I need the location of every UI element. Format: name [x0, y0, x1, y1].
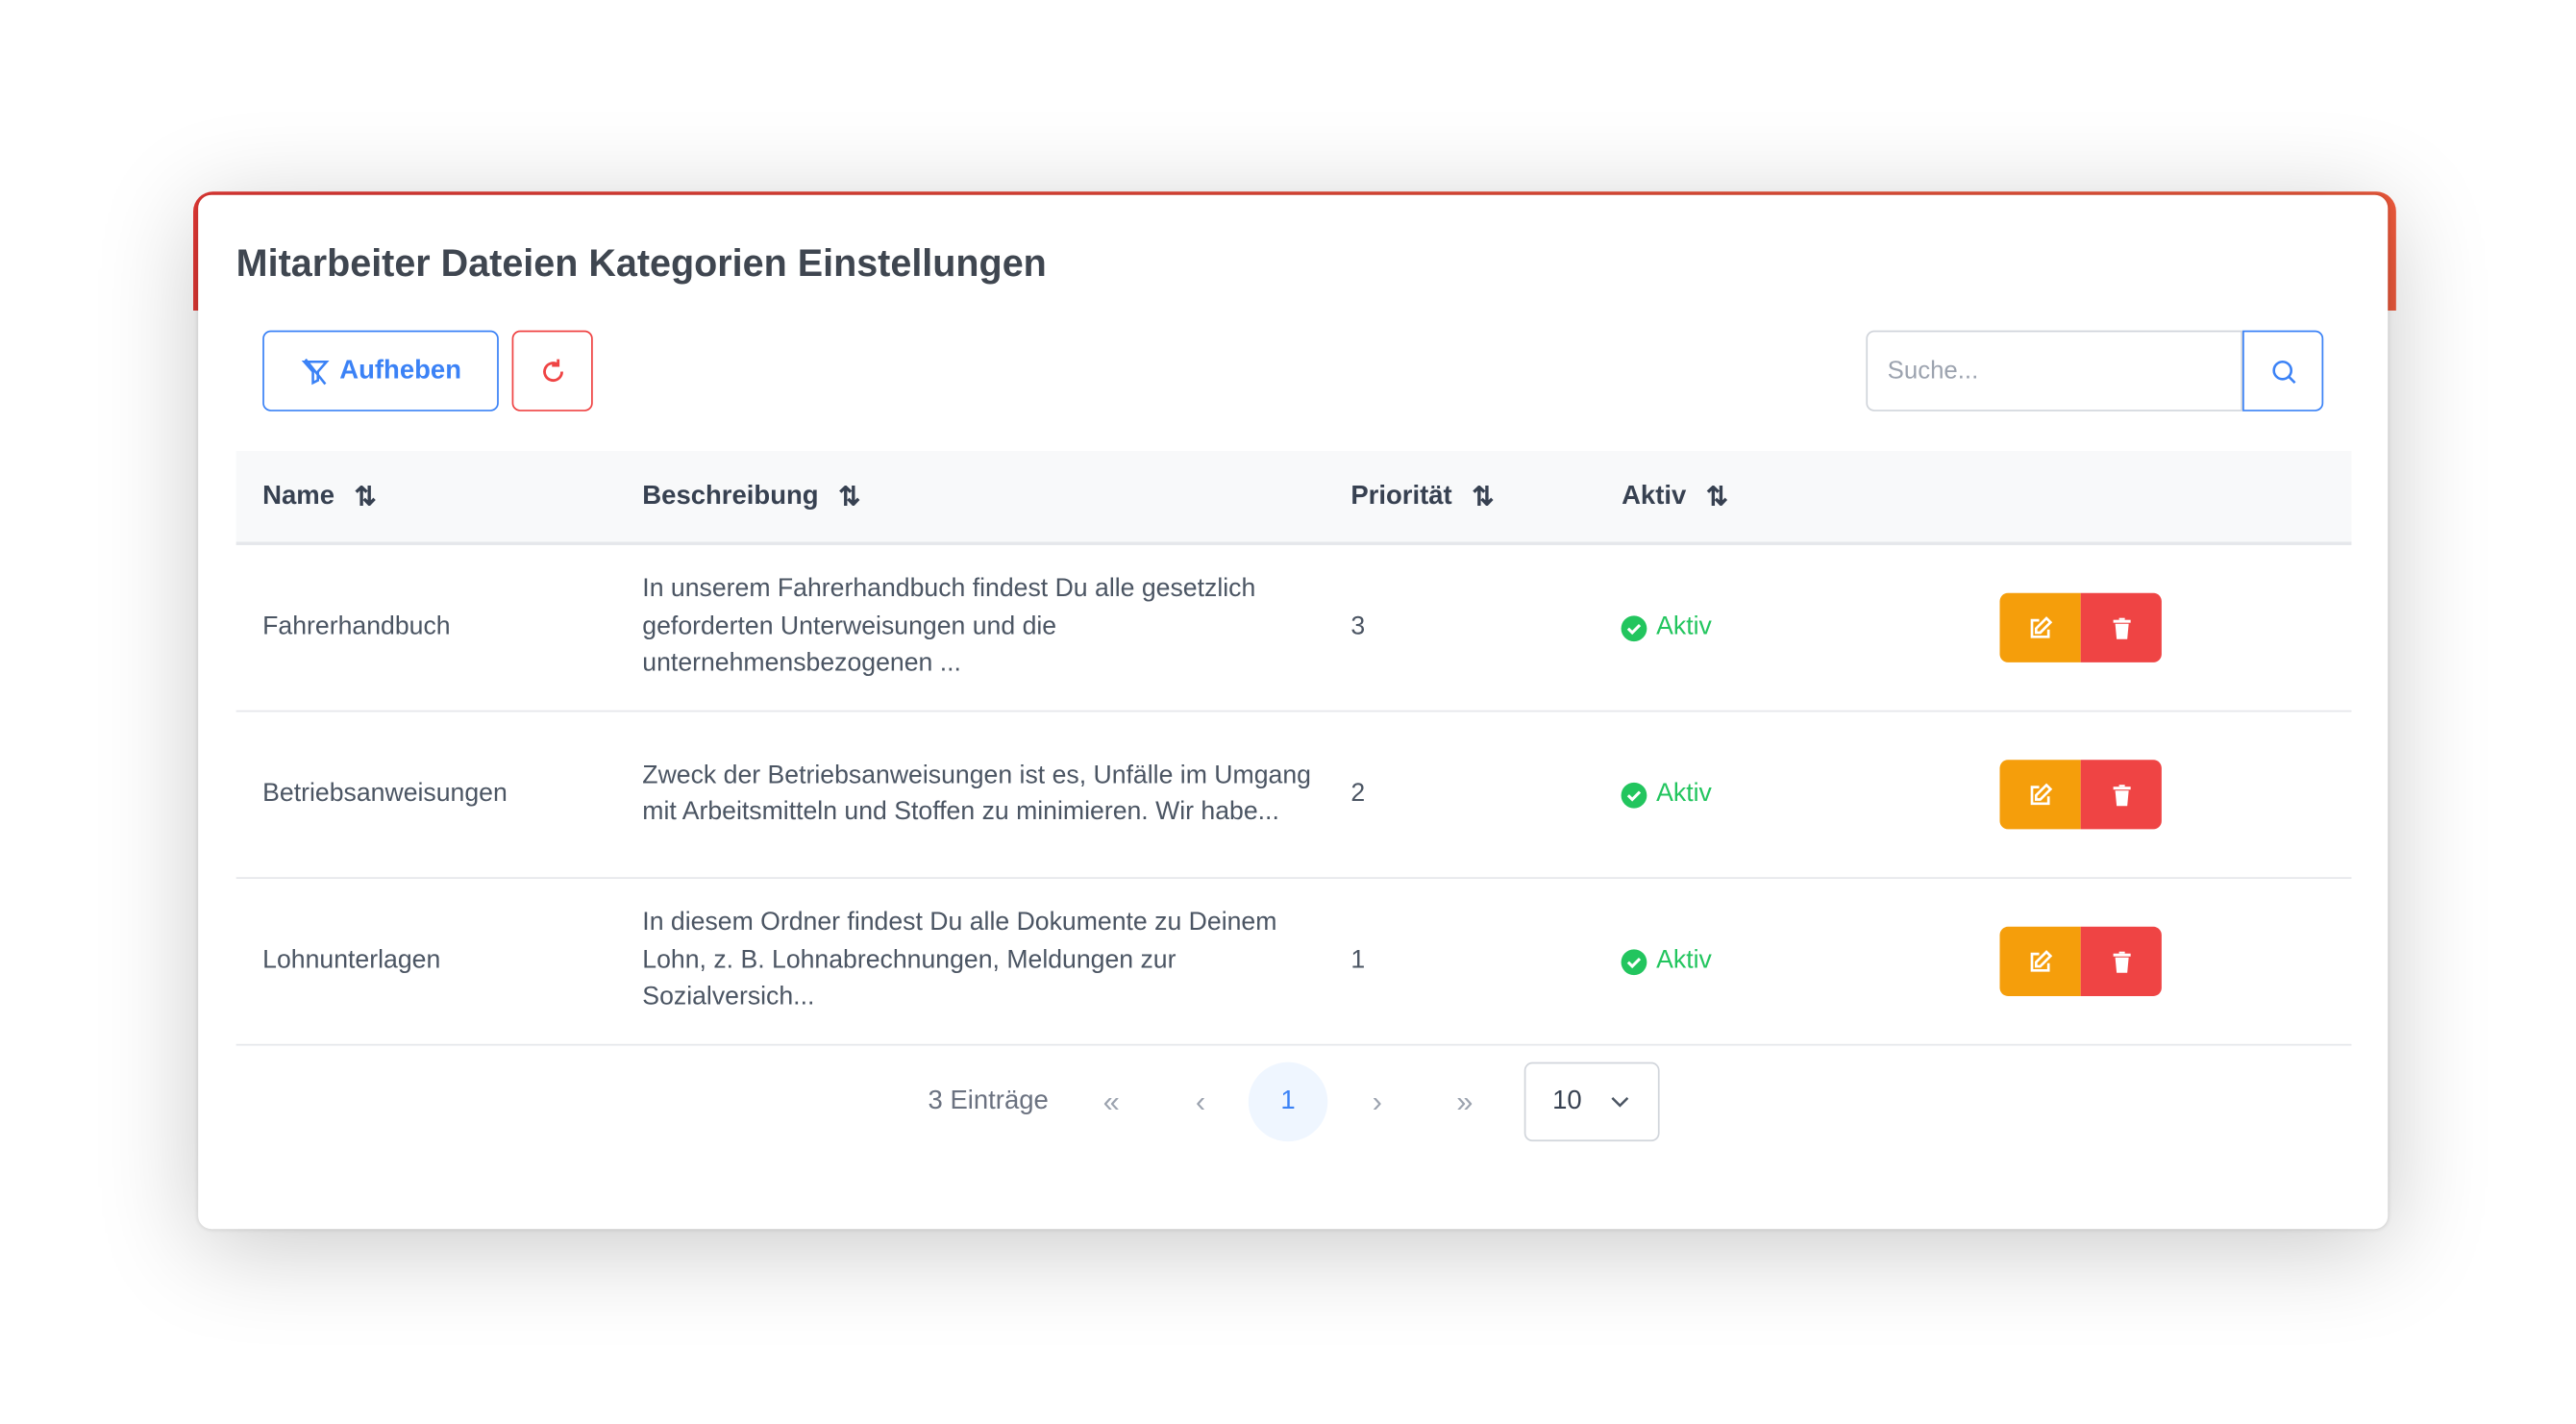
sort-icon: ⇅ — [1705, 483, 1728, 512]
check-circle-icon — [1621, 781, 1647, 808]
status-badge: Aktiv — [1656, 946, 1712, 975]
check-circle-icon — [1621, 948, 1647, 975]
cell-description: In unserem Fahrerhandbuch findest Du all… — [642, 575, 1256, 678]
page-title: Mitarbeiter Dateien Kategorien Einstellu… — [235, 240, 1047, 285]
next-page-button[interactable]: › — [1372, 1084, 1382, 1118]
column-header-description[interactable]: Beschreibung ⇅ — [642, 451, 860, 541]
table-row: Lohnunterlagen In diesem Ordner findest … — [235, 879, 2352, 1046]
clear-filter-label: Aufheben — [339, 356, 461, 385]
sort-icon: ⇅ — [838, 483, 861, 512]
status-badge: Aktiv — [1656, 779, 1712, 809]
table-header: Name ⇅ Beschreibung ⇅ Priorität ⇅ Aktiv ⇅ — [235, 451, 2352, 545]
cell-status: Aktiv — [1620, 545, 1712, 711]
header-label: Beschreibung — [642, 481, 819, 511]
cell-name: Betriebsanweisungen — [262, 779, 508, 809]
edit-icon — [2030, 949, 2053, 971]
header-label: Aktiv — [1622, 481, 1687, 511]
last-page-button[interactable]: » — [1456, 1084, 1474, 1118]
edit-icon — [2030, 782, 2053, 805]
cell-name: Lohnunterlagen — [262, 946, 441, 975]
chevron-down-icon — [1611, 1097, 1629, 1108]
edit-button[interactable] — [1999, 592, 2081, 662]
pagination: 3 Einträge « ‹ 1 › » 10 — [198, 1062, 2388, 1142]
categories-table: Name ⇅ Beschreibung ⇅ Priorität ⇅ Aktiv ⇅ Fa… — [235, 451, 2352, 1046]
cell-status: Aktiv — [1620, 712, 1712, 877]
header-label: Priorität — [1350, 481, 1452, 511]
clear-filter-button[interactable]: Aufheben — [262, 330, 499, 412]
column-header-active[interactable]: Aktiv ⇅ — [1622, 451, 1728, 541]
refresh-icon — [542, 358, 563, 382]
delete-button[interactable] — [2080, 592, 2162, 662]
sort-icon: ⇅ — [1472, 483, 1495, 512]
delete-button[interactable] — [2080, 760, 2162, 830]
table-row: Fahrerhandbuch In unserem Fahrerhandbuch… — [235, 545, 2352, 712]
cell-priority: 2 — [1350, 779, 1366, 809]
refresh-button[interactable] — [511, 330, 593, 412]
status-badge: Aktiv — [1656, 612, 1712, 641]
cell-name: Fahrerhandbuch — [262, 612, 451, 641]
prev-page-button[interactable]: ‹ — [1195, 1084, 1206, 1118]
column-header-priority[interactable]: Priorität ⇅ — [1350, 451, 1494, 541]
sort-icon: ⇅ — [354, 483, 377, 512]
cell-description: In diesem Ordner findest Du alle Dokumen… — [642, 909, 1277, 1012]
row-actions — [1999, 879, 2162, 1044]
check-circle-icon — [1621, 614, 1647, 641]
cell-status: Aktiv — [1620, 879, 1712, 1044]
search-button[interactable] — [2242, 330, 2324, 412]
edit-icon — [2030, 615, 2053, 637]
page-size-select[interactable]: 10 — [1523, 1062, 1660, 1142]
trash-icon — [2112, 616, 2130, 638]
search-icon — [2271, 360, 2295, 384]
trash-icon — [2112, 950, 2130, 972]
edit-button[interactable] — [1999, 926, 2081, 996]
table-row: Betriebsanweisungen Zweck der Betriebsan… — [235, 712, 2352, 879]
cell-priority: 1 — [1350, 946, 1366, 975]
edit-button[interactable] — [1999, 760, 2081, 830]
column-header-name[interactable]: Name ⇅ — [262, 451, 377, 541]
cell-priority: 3 — [1350, 612, 1366, 641]
page-size-value: 10 — [1552, 1087, 1582, 1115]
cell-description: Zweck der Betriebsanweisungen ist es, Un… — [642, 761, 1311, 826]
filter-off-icon — [301, 358, 329, 385]
row-actions — [1999, 545, 2162, 711]
row-actions — [1999, 712, 2162, 877]
search-input[interactable] — [1866, 330, 2243, 412]
first-page-button[interactable]: « — [1102, 1084, 1120, 1118]
trash-icon — [2112, 784, 2130, 806]
page-1-button[interactable]: 1 — [1248, 1062, 1328, 1142]
settings-card: Mitarbeiter Dateien Kategorien Einstellu… — [198, 194, 2389, 1230]
header-label: Name — [262, 481, 335, 511]
entries-count: 3 Einträge — [928, 1087, 1049, 1115]
delete-button[interactable] — [2080, 926, 2162, 996]
